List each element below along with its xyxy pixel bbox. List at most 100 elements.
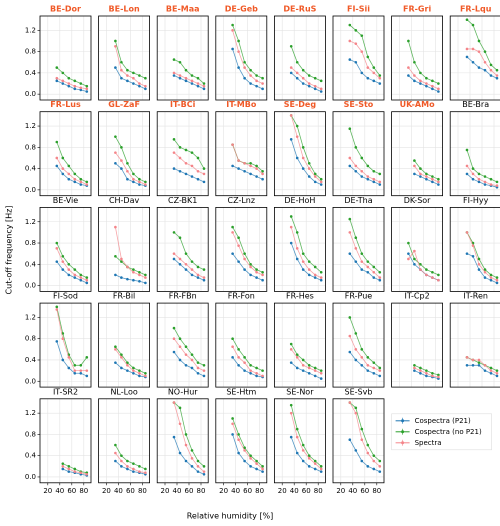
data-point (249, 82, 252, 85)
data-point (184, 79, 188, 83)
data-point (425, 177, 428, 181)
data-point (61, 358, 65, 362)
data-point (471, 172, 475, 176)
data-point (360, 34, 364, 37)
data-point (114, 151, 117, 154)
panel-title: NO-Hur (168, 387, 198, 396)
panel-frame (273, 302, 326, 388)
data-point (372, 276, 376, 279)
data-point (85, 180, 89, 184)
panel-frame (215, 302, 268, 388)
series-line (173, 139, 205, 169)
x-tick-label: 80 (255, 487, 264, 495)
data-point (372, 177, 376, 181)
data-point (184, 262, 188, 266)
data-point (61, 71, 65, 75)
data-point (144, 87, 147, 91)
data-point (295, 71, 299, 75)
data-point (348, 39, 352, 43)
data-point (366, 265, 370, 269)
series-line (349, 317, 381, 369)
data-point (178, 358, 182, 362)
panel-plot (348, 127, 382, 186)
data-point (495, 276, 499, 279)
data-point (231, 231, 234, 234)
data-point (120, 465, 123, 468)
data-point (489, 68, 493, 72)
data-point (425, 369, 428, 372)
series-line (173, 402, 205, 467)
data-point (202, 268, 206, 271)
panel-frame (332, 15, 385, 101)
panel-frame (449, 206, 500, 292)
panel-title: CZ-Lnz (228, 196, 256, 205)
panel-title: FI-Sii (347, 5, 370, 14)
data-point (378, 74, 382, 77)
data-point (243, 356, 246, 359)
data-point (348, 164, 352, 168)
data-point (202, 278, 206, 282)
data-point (231, 417, 234, 420)
data-point (237, 438, 240, 442)
data-point (67, 268, 71, 271)
data-point (73, 470, 77, 473)
data-point (249, 265, 252, 269)
panel-plot (407, 241, 440, 282)
data-point (348, 217, 352, 221)
data-point (378, 459, 382, 463)
data-point (61, 260, 65, 263)
data-point (249, 369, 252, 372)
data-point (243, 361, 246, 364)
data-point (289, 138, 293, 141)
data-point (132, 366, 135, 370)
series-line (290, 405, 322, 467)
panel-plot (114, 345, 147, 379)
series-line (290, 115, 322, 180)
data-point (313, 273, 317, 277)
data-point (67, 356, 71, 359)
data-point (477, 50, 481, 53)
data-point (295, 427, 299, 431)
data-point (471, 177, 475, 181)
data-point (437, 373, 440, 377)
data-point (138, 180, 141, 184)
data-point (202, 364, 206, 367)
panel-title: SE-Deg (284, 100, 317, 109)
data-point (378, 465, 382, 468)
data-point (289, 45, 293, 48)
data-point (483, 175, 487, 178)
data-point (354, 332, 358, 335)
data-point (289, 342, 293, 346)
data-point (289, 71, 293, 75)
data-point (132, 268, 135, 271)
data-point (61, 82, 65, 85)
data-point (67, 470, 71, 473)
data-point (190, 366, 194, 370)
panel-frame (332, 398, 385, 484)
data-point (413, 79, 416, 83)
data-point (73, 177, 77, 181)
data-point (372, 71, 376, 75)
panel-plot (114, 225, 147, 285)
panel-title: CH-Dav (109, 196, 140, 205)
y-tick-label: 0.0 (25, 90, 36, 98)
data-point (144, 84, 147, 88)
data-point (419, 167, 422, 170)
data-point (243, 446, 246, 450)
data-point (295, 135, 299, 138)
panel-title: IT-MBo (226, 100, 257, 109)
data-point (237, 433, 240, 436)
data-point (425, 82, 428, 85)
data-point (261, 82, 264, 85)
data-point (413, 159, 416, 162)
panel-frame (39, 302, 92, 388)
series-line (56, 306, 88, 366)
data-point (231, 356, 234, 359)
data-point (255, 366, 258, 370)
panel-plot (55, 140, 89, 187)
data-point (261, 374, 264, 378)
data-point (348, 127, 352, 131)
x-tick-label: 60 (126, 487, 135, 495)
data-point (289, 215, 293, 218)
